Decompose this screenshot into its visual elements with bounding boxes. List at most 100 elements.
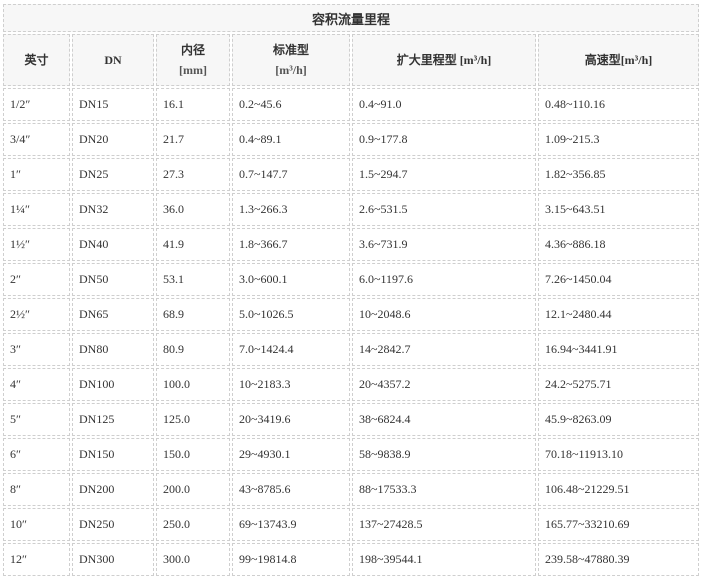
table-cell: DN25: [72, 158, 154, 191]
table-row: 8″ DN200 200.0 43~8785.6 88~17533.3 106.48~21…: [3, 473, 699, 506]
table-cell: 3.6~731.9: [352, 228, 536, 261]
table-cell: DN200: [72, 473, 154, 506]
table-cell: 3″: [3, 333, 70, 366]
table-cell: 0.2~45.6: [232, 88, 350, 121]
table-cell: 1½″: [3, 228, 70, 261]
table-row: 6″ DN150 150.0 29~4930.1 58~9838.9 70.18~1191…: [3, 438, 699, 471]
table-cell: 80.9: [156, 333, 230, 366]
table-cell: 100.0: [156, 368, 230, 401]
table-cell: 69~13743.9: [232, 508, 350, 541]
table-cell: 150.0: [156, 438, 230, 471]
table-cell: 165.77~33210.69: [538, 508, 699, 541]
table-cell: 70.18~11913.10: [538, 438, 699, 471]
column-header: 高速型[m³/h]: [538, 34, 699, 86]
table-row: 1¼″ DN32 36.0 1.3~266.3 2.6~531.5 3.15~643.51: [3, 193, 699, 226]
table-cell: 0.48~110.16: [538, 88, 699, 121]
column-header: DN: [72, 34, 154, 86]
table-cell: 1¼″: [3, 193, 70, 226]
table-cell: 68.9: [156, 298, 230, 331]
table-cell: 43~8785.6: [232, 473, 350, 506]
table-cell: 300.0: [156, 543, 230, 576]
table-cell: DN15: [72, 88, 154, 121]
table-cell: 20~3419.6: [232, 403, 350, 436]
column-header: 英寸: [3, 34, 70, 86]
header-label: 英寸: [24, 53, 49, 67]
table-cell: 20~4357.2: [352, 368, 536, 401]
table-cell: 0.7~147.7: [232, 158, 350, 191]
table-cell: 1.8~366.7: [232, 228, 350, 261]
table-cell: DN40: [72, 228, 154, 261]
table-cell: 24.2~5275.71: [538, 368, 699, 401]
table-row: 1″ DN25 27.3 0.7~147.7 1.5~294.7 1.82~356.85: [3, 158, 699, 191]
table-cell: 99~19814.8: [232, 543, 350, 576]
table-cell: 6.0~1197.6: [352, 263, 536, 296]
table-cell: 10~2183.3: [232, 368, 350, 401]
table-cell: 6″: [3, 438, 70, 471]
table-title: 容积流量里程: [3, 4, 699, 32]
table-cell: 2″: [3, 263, 70, 296]
table-cell: 21.7: [156, 123, 230, 156]
header-label: 标准型: [272, 43, 309, 57]
table-cell: 200.0: [156, 473, 230, 506]
table-cell: 0.4~89.1: [232, 123, 350, 156]
table-cell: DN125: [72, 403, 154, 436]
table-cell: 1.5~294.7: [352, 158, 536, 191]
column-header: 标准型 [m³/h]: [232, 34, 350, 86]
table-row: 2″ DN50 53.1 3.0~600.1 6.0~1197.6 7.26~1450.0…: [3, 263, 699, 296]
header-label: 扩大里程型 [m³/h]: [396, 53, 492, 67]
table-cell: 3/4″: [3, 123, 70, 156]
table-cell: 4″: [3, 368, 70, 401]
table-cell: 53.1: [156, 263, 230, 296]
table-cell: 5″: [3, 403, 70, 436]
table-cell: DN100: [72, 368, 154, 401]
table-cell: 45.9~8263.09: [538, 403, 699, 436]
table-cell: 198~39544.1: [352, 543, 536, 576]
table-cell: 16.94~3441.91: [538, 333, 699, 366]
table-cell: 250.0: [156, 508, 230, 541]
table-cell: DN50: [72, 263, 154, 296]
table-cell: 10″: [3, 508, 70, 541]
table-cell: 16.1: [156, 88, 230, 121]
table-cell: 5.0~1026.5: [232, 298, 350, 331]
table-cell: 239.58~47880.39: [538, 543, 699, 576]
table-cell: 41.9: [156, 228, 230, 261]
table-cell: DN65: [72, 298, 154, 331]
table-cell: 2.6~531.5: [352, 193, 536, 226]
header-unit: [mm]: [179, 63, 207, 77]
table-cell: 12.1~2480.44: [538, 298, 699, 331]
table-cell: 36.0: [156, 193, 230, 226]
table-cell: 29~4930.1: [232, 438, 350, 471]
table-cell: DN80: [72, 333, 154, 366]
table-cell: 1.82~356.85: [538, 158, 699, 191]
table-cell: 10~2048.6: [352, 298, 536, 331]
table-row: 12″ DN300 300.0 99~19814.8 198~39544.1 239.58…: [3, 543, 699, 576]
table-cell: 0.4~91.0: [352, 88, 536, 121]
table-cell: 12″: [3, 543, 70, 576]
table-cell: 2½″: [3, 298, 70, 331]
header-unit: [m³/h]: [275, 63, 307, 77]
table-cell: 88~17533.3: [352, 473, 536, 506]
column-header: 扩大里程型 [m³/h]: [352, 34, 536, 86]
table-cell: 106.48~21229.51: [538, 473, 699, 506]
table-cell: DN150: [72, 438, 154, 471]
table-cell: DN20: [72, 123, 154, 156]
table-cell: 14~2842.7: [352, 333, 536, 366]
table-cell: 7.0~1424.4: [232, 333, 350, 366]
table-cell: 38~6824.4: [352, 403, 536, 436]
table-cell: 1/2″: [3, 88, 70, 121]
table-cell: 7.26~1450.04: [538, 263, 699, 296]
table-cell: 0.9~177.8: [352, 123, 536, 156]
table-row: 10″ DN250 250.0 69~13743.9 137~27428.5 165.77…: [3, 508, 699, 541]
table-row: 4″ DN100 100.0 10~2183.3 20~4357.2 24.2~5275.…: [3, 368, 699, 401]
table-cell: DN300: [72, 543, 154, 576]
table-cell: 1.3~266.3: [232, 193, 350, 226]
table-cell: 125.0: [156, 403, 230, 436]
table-cell: DN32: [72, 193, 154, 226]
table-cell: 58~9838.9: [352, 438, 536, 471]
header-label: 高速型[m³/h]: [584, 53, 653, 67]
header-label: 内径: [180, 43, 205, 57]
table-cell: 27.3: [156, 158, 230, 191]
table-row: 2½″ DN65 68.9 5.0~1026.5 10~2048.6 12.1~2480.…: [3, 298, 699, 331]
column-header: 内径 [mm]: [156, 34, 230, 86]
